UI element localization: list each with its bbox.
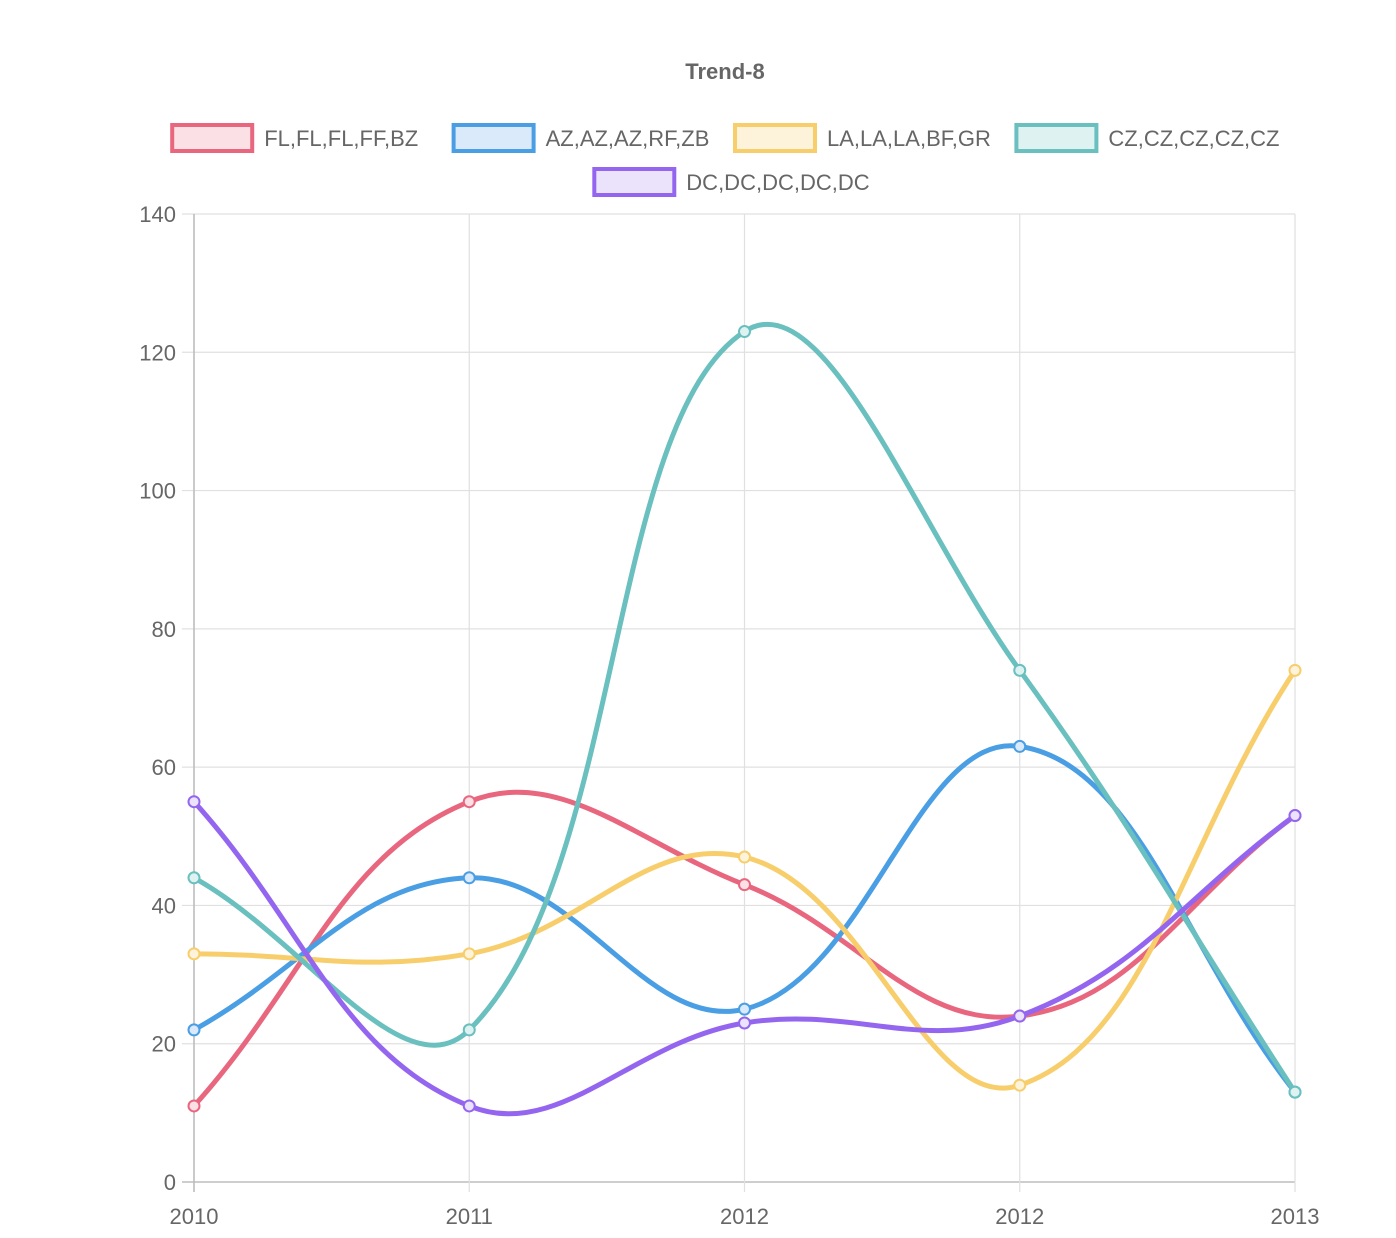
x-tick-label: 2013 (1271, 1204, 1320, 1229)
data-point[interactable] (1013, 663, 1027, 677)
series-group (187, 663, 1302, 1092)
data-point[interactable] (462, 1023, 476, 1037)
legend-item[interactable]: LA,LA,LA,BF,GR (733, 123, 991, 153)
data-point[interactable] (738, 325, 751, 339)
data-point[interactable] (738, 1002, 751, 1016)
legend-label: FL,FL,FL,FF,BZ (264, 126, 418, 151)
data-point[interactable] (187, 1023, 201, 1037)
data-point[interactable] (738, 878, 751, 892)
legend-item[interactable]: DC,DC,DC,DC,DC (592, 167, 870, 197)
legend: FL,FL,FL,FF,BZ AZ,AZ,AZ,RF,ZB LA,LA,LA,BF,… (170, 123, 1279, 197)
legend-swatch (170, 123, 255, 153)
data-point[interactable] (1288, 663, 1302, 677)
data-point[interactable] (1288, 1085, 1302, 1099)
data-point[interactable] (738, 1016, 751, 1030)
y-tick-label: 40 (152, 893, 176, 918)
series-line[interactable] (191, 321, 1298, 1095)
data-point[interactable] (462, 795, 476, 809)
legend-item[interactable]: CZ,CZ,CZ,CZ,CZ (1014, 123, 1279, 153)
data-point[interactable] (187, 1099, 201, 1113)
y-tick-label: 120 (139, 340, 176, 365)
x-tick-label: 2010 (170, 1204, 219, 1229)
legend-item[interactable]: AZ,AZ,AZ,RF,ZB (451, 123, 710, 153)
data-point[interactable] (462, 871, 476, 885)
legend-label: LA,LA,LA,BF,GR (827, 126, 991, 151)
y-tick-label: 100 (139, 479, 176, 504)
data-point[interactable] (1288, 809, 1302, 823)
data-point[interactable] (187, 871, 201, 885)
y-tick-label: 80 (152, 617, 176, 642)
y-tick-label: 140 (139, 202, 176, 227)
chart-title: Trend-8 (685, 59, 764, 84)
x-tick-label: 2011 (446, 1204, 493, 1229)
legend-label: CZ,CZ,CZ,CZ,CZ (1108, 126, 1279, 151)
series-line[interactable] (191, 667, 1298, 1091)
data-point[interactable] (187, 795, 201, 809)
series-lines (187, 321, 1302, 1117)
grid-lines (182, 213, 1296, 1192)
x-tick-label: 2012 (995, 1204, 1044, 1229)
y-tick-label: 20 (152, 1032, 176, 1057)
data-point[interactable] (1013, 739, 1027, 753)
series-line[interactable] (191, 799, 1298, 1117)
axes: 0 20 40 60 80 100 120 140 2010 2011 2012 2012 2013 (139, 202, 1319, 1229)
legend-swatch (1014, 123, 1099, 153)
legend-swatch (592, 167, 677, 197)
legend-item[interactable]: FL,FL,FL,FF,BZ (170, 123, 418, 153)
legend-swatch (451, 123, 536, 153)
data-point[interactable] (462, 947, 476, 961)
series-group (187, 795, 1302, 1117)
series-group (187, 321, 1302, 1099)
data-point[interactable] (1013, 1078, 1027, 1092)
legend-label: DC,DC,DC,DC,DC (686, 170, 869, 195)
data-point[interactable] (187, 947, 201, 961)
y-tick-label: 0 (164, 1170, 176, 1195)
x-tick-label: 2012 (720, 1204, 769, 1229)
legend-swatch (733, 123, 817, 153)
data-point[interactable] (462, 1099, 476, 1113)
data-point[interactable] (738, 850, 751, 864)
legend-label: AZ,AZ,AZ,RF,ZB (546, 126, 710, 151)
data-point[interactable] (1013, 1009, 1027, 1023)
y-tick-label: 60 (152, 755, 176, 780)
